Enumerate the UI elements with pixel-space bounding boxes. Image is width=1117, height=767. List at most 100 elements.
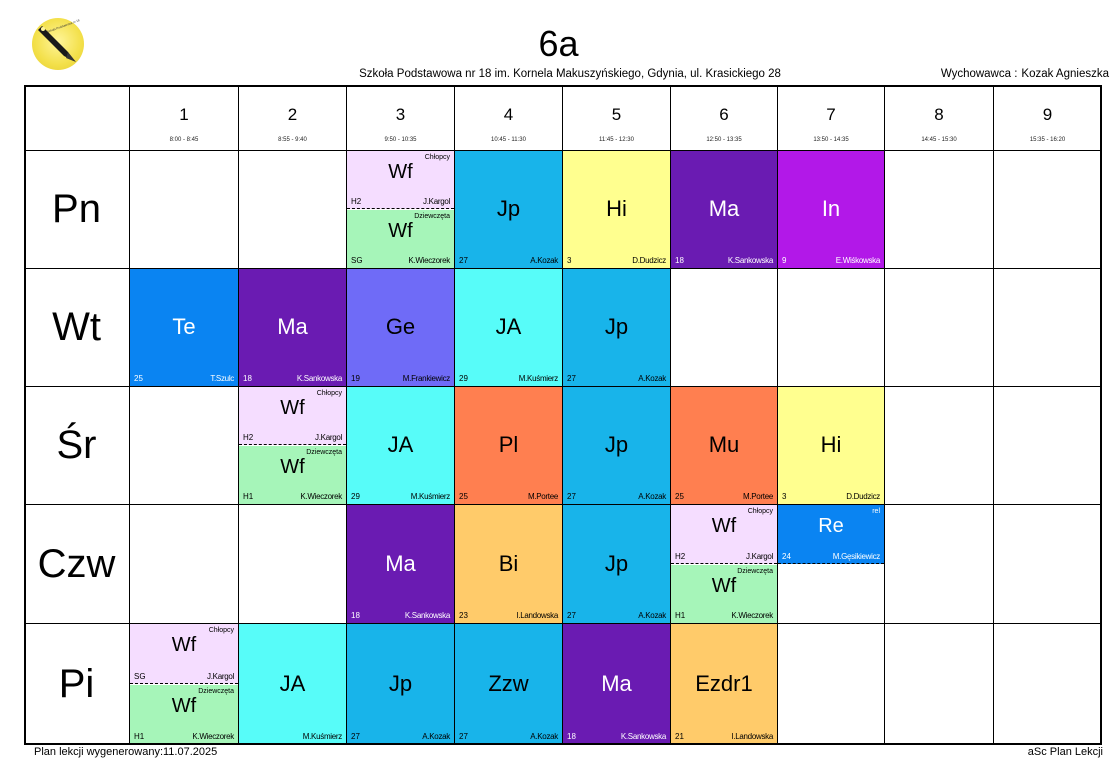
lesson-block[interactable]: rel Re 24 M.Gęsikiewicz [778, 505, 884, 564]
period-header: 1 8:00 - 8:45 [130, 85, 239, 151]
group-label: rel [872, 508, 880, 515]
subject-label: Wf [711, 515, 737, 537]
school-logo: Szkoła Podstawowa nr 18 [32, 18, 84, 70]
lesson-block[interactable]: Hi 3 D.Dudzicz [563, 151, 670, 268]
teacher-name: A.Kozak [638, 611, 666, 620]
lesson-block[interactable]: In 9 E.Wiśkowska [778, 151, 884, 268]
subject-label: Wf [388, 161, 413, 183]
lesson-block[interactable]: Ge 19 M.Frankiewicz [347, 269, 454, 386]
period-number: 1 [179, 105, 189, 124]
lesson-block[interactable]: JA M.Kuśmierz [239, 624, 346, 744]
timetable-cell [885, 269, 994, 387]
period-number: 6 [719, 105, 729, 124]
subject-label: Bi [498, 551, 519, 576]
room-number: 18 [243, 374, 252, 383]
lesson-block[interactable]: Ma 18 K.Sankowska [563, 624, 670, 744]
room-number: 23 [459, 611, 468, 620]
teacher-name: M.Gęsikiewicz [832, 552, 881, 561]
period-time: 8:00 - 8:45 [169, 137, 199, 143]
lesson-block[interactable]: Dziewczęta Wf H1 K.Wieczorek [239, 446, 346, 504]
timetable-cell [563, 151, 671, 269]
lesson-block[interactable]: Chłopcy Wf H2 J.Kargol [347, 151, 454, 209]
teacher-name: J.Kargol [207, 672, 234, 681]
day-label: Pi [58, 661, 95, 706]
group-divider [347, 208, 454, 209]
lesson-block[interactable]: Hi 3 D.Dudzicz [778, 387, 884, 504]
lesson-block[interactable]: Dziewczęta Wf H1 K.Wieczorek [671, 565, 777, 623]
day-header: Wt [24, 269, 130, 387]
timetable-cell [239, 387, 347, 505]
subject-label: Wf [280, 397, 305, 419]
room-number: H1 [675, 611, 686, 620]
lesson-block[interactable]: Zzw 27 A.Kozak [455, 624, 562, 744]
subject-label: Ezdr1 [695, 671, 753, 696]
period-time: 14:45 - 15:30 [921, 137, 957, 143]
timetable-cell [994, 151, 1102, 269]
room-number: 27 [351, 732, 360, 741]
subject-label: Jp [496, 196, 521, 221]
teacher-name: M.Kuśmierz [518, 374, 559, 383]
subject-label: Ma [708, 196, 740, 221]
group-divider [778, 563, 884, 564]
lesson-block[interactable]: Ma 18 K.Sankowska [239, 269, 346, 386]
lesson-block[interactable]: Te 25 T.Szulc [130, 269, 238, 386]
group-label: Dziewczęta [306, 449, 342, 456]
room-number: 27 [459, 256, 468, 265]
lesson-block[interactable]: Jp 27 A.Kozak [347, 624, 454, 744]
timetable-cell [671, 387, 778, 505]
period-header: 4 10:45 - 11:30 [455, 85, 563, 151]
subject-label: Wf [171, 634, 197, 656]
period-time: 9:50 - 10:35 [384, 137, 417, 143]
lesson-block[interactable]: Chłopcy Wf H2 J.Kargol [671, 505, 777, 564]
subject-label: Wf [280, 456, 305, 478]
teacher-name: A.Kozak [638, 492, 666, 501]
group-divider [239, 444, 346, 445]
room-number: H2 [351, 197, 362, 206]
timetable-cell [455, 387, 563, 505]
lesson-block[interactable]: Ma 18 K.Sankowska [671, 151, 777, 268]
teacher-name: M.Frankiewicz [402, 374, 451, 383]
lesson-block[interactable]: Chłopcy Wf SG J.Kargol [130, 624, 238, 684]
lesson-block[interactable]: Dziewczęta Wf H1 K.Wieczorek [130, 685, 238, 744]
lesson-block[interactable]: Bi 23 I.Landowska [455, 505, 562, 623]
group-label: Dziewczęta [198, 688, 234, 695]
lesson-block[interactable]: JA 29 M.Kuśmierz [455, 269, 562, 386]
lesson-block[interactable]: Jp 27 A.Kozak [563, 269, 670, 386]
lesson-block[interactable]: JA 29 M.Kuśmierz [347, 387, 454, 504]
lesson-block[interactable]: Jp 27 A.Kozak [455, 151, 562, 268]
timetable-cell [239, 269, 347, 387]
lesson-block[interactable]: Dziewczęta Wf SG K.Wieczorek [347, 210, 454, 268]
period-header: 5 11:45 - 12:30 [563, 85, 671, 151]
timetable-cell [994, 387, 1102, 505]
timetable-cell [994, 624, 1102, 745]
lesson-block[interactable]: Jp 27 A.Kozak [563, 387, 670, 504]
lesson-block[interactable]: Pl 25 M.Portee [455, 387, 562, 504]
period-header: 8 14:45 - 15:30 [885, 85, 994, 151]
period-time: 10:45 - 11:30 [491, 137, 526, 143]
lesson-block[interactable]: Ezdr1 21 I.Landowska [671, 624, 777, 744]
corner-cell [24, 85, 130, 151]
group-label: Chłopcy [316, 390, 342, 397]
room-number: 3 [782, 492, 787, 501]
timetable-cell [994, 269, 1102, 387]
room-number: 18 [567, 732, 576, 741]
day-header: Pn [24, 151, 130, 269]
timetable-cell [455, 151, 563, 269]
lesson-block[interactable]: Ma 18 K.Sankowska [347, 505, 454, 623]
room-number: SG [351, 256, 363, 265]
teacher-name: I.Landowska [516, 611, 558, 620]
period-number: 8 [934, 105, 944, 124]
room-number: 27 [567, 492, 576, 501]
room-number: 19 [351, 374, 360, 383]
timetable-cell [130, 505, 239, 624]
teacher-name: A.Kozak [638, 374, 666, 383]
lesson-block[interactable]: Jp 27 A.Kozak [563, 505, 670, 623]
timetable-cell [347, 151, 455, 269]
lesson-block[interactable]: Chłopcy Wf H2 J.Kargol [239, 387, 346, 445]
homeroom-label: Wychowawca : [940, 68, 1018, 80]
teacher-name: K.Sankowska [727, 256, 773, 265]
timetable-cell [671, 269, 778, 387]
teacher-name: A.Kozak [422, 732, 450, 741]
lesson-block[interactable]: Mu 25 M.Portee [671, 387, 777, 504]
period-number: 9 [1042, 105, 1053, 124]
